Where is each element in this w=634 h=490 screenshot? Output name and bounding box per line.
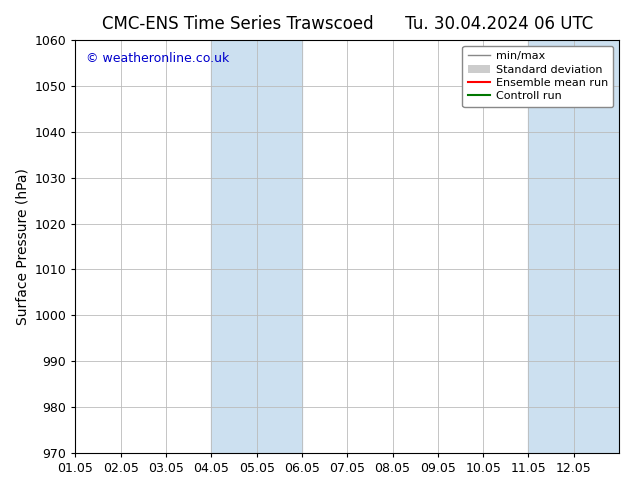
Title: CMC-ENS Time Series Trawscoed      Tu. 30.04.2024 06 UTC: CMC-ENS Time Series Trawscoed Tu. 30.04.… — [101, 15, 593, 33]
Text: © weatheronline.co.uk: © weatheronline.co.uk — [86, 52, 230, 66]
Bar — [211, 40, 302, 453]
Y-axis label: Surface Pressure (hPa): Surface Pressure (hPa) — [15, 168, 29, 325]
Legend: min/max, Standard deviation, Ensemble mean run, Controll run: min/max, Standard deviation, Ensemble me… — [462, 46, 614, 107]
Bar — [528, 40, 619, 453]
